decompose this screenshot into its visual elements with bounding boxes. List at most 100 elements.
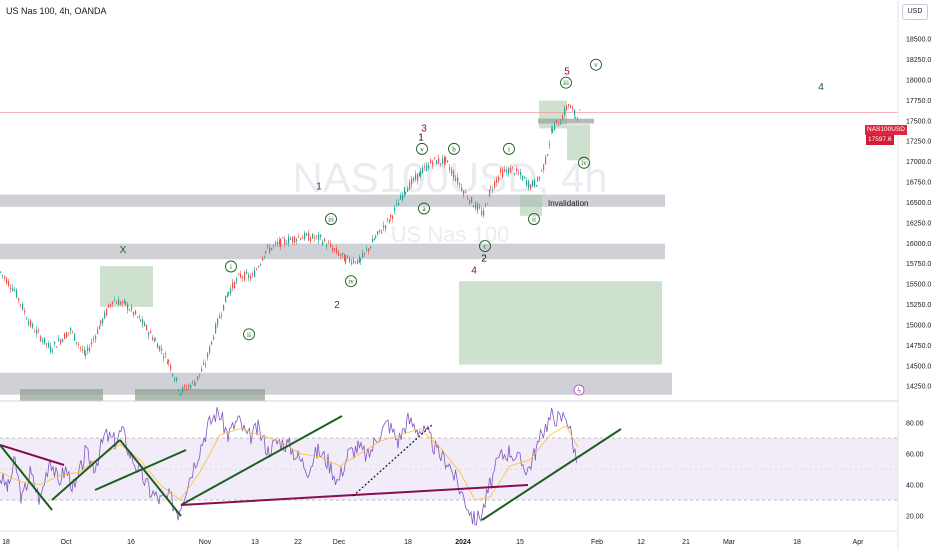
candle-body bbox=[161, 348, 163, 351]
candle-body bbox=[76, 342, 78, 344]
candle-body bbox=[342, 252, 344, 255]
time-tick-label: 16 bbox=[127, 539, 135, 546]
candle-body bbox=[415, 174, 417, 180]
price-badge: NAS100USD17597.6 bbox=[865, 125, 927, 145]
wave-label: 4 bbox=[818, 82, 824, 93]
candle-body bbox=[205, 364, 207, 366]
candle-body bbox=[556, 120, 558, 122]
candle-body bbox=[372, 238, 374, 243]
candle-body bbox=[318, 234, 320, 241]
candle-body bbox=[532, 180, 534, 187]
candle-body bbox=[182, 387, 184, 392]
candle-body bbox=[280, 238, 282, 248]
candle-body bbox=[338, 252, 340, 256]
candle-body bbox=[300, 238, 302, 240]
candle-body bbox=[302, 237, 304, 239]
zone-gray-box bbox=[135, 389, 265, 402]
zone-gray-box bbox=[538, 118, 594, 124]
candle-body bbox=[534, 180, 536, 187]
candle-body bbox=[332, 247, 334, 252]
currency-button[interactable]: USD bbox=[902, 4, 928, 20]
candle-body bbox=[296, 239, 298, 241]
candle-body bbox=[112, 301, 114, 305]
candle-body bbox=[102, 318, 104, 324]
price-badge-symbol: NAS100USD bbox=[865, 125, 907, 135]
candle-body bbox=[434, 157, 436, 159]
rsi-trendline bbox=[180, 415, 343, 506]
price-tick-label: 17750.0 bbox=[906, 98, 931, 105]
candle-body bbox=[80, 346, 82, 348]
candle-body bbox=[524, 176, 526, 178]
candle-body bbox=[58, 338, 60, 342]
candle-body bbox=[207, 353, 209, 358]
candle-body bbox=[125, 301, 127, 305]
candle-body bbox=[349, 258, 351, 262]
wave-label: ii bbox=[532, 216, 536, 224]
candle-body bbox=[420, 170, 422, 177]
rsi-tick-label: 40.00 bbox=[906, 483, 924, 490]
price-tick-label: 18500.0 bbox=[906, 37, 931, 44]
rsi-trendline bbox=[0, 444, 65, 466]
candle-body bbox=[574, 110, 576, 116]
candle-body bbox=[180, 393, 182, 395]
price-tick-label: 14750.0 bbox=[906, 343, 931, 350]
candle-body bbox=[84, 349, 86, 355]
candle-body bbox=[426, 165, 428, 171]
time-tick-label: Mar bbox=[723, 539, 736, 546]
candle-body bbox=[277, 242, 279, 244]
candle-body bbox=[22, 303, 24, 310]
candle-body bbox=[52, 350, 54, 352]
candle-body bbox=[54, 341, 56, 344]
candle-body bbox=[14, 289, 16, 291]
candle-body bbox=[392, 215, 394, 219]
candle-body bbox=[308, 233, 310, 241]
candle-body bbox=[262, 258, 264, 261]
candle-body bbox=[108, 304, 110, 308]
candle-body bbox=[445, 156, 447, 162]
rsi-trendline bbox=[94, 449, 187, 491]
candle-body bbox=[199, 374, 201, 375]
candle-body bbox=[40, 336, 42, 342]
time-tick-label: 15 bbox=[516, 539, 524, 546]
candle-body bbox=[306, 233, 308, 236]
candle-body bbox=[258, 266, 260, 268]
time-tick-label: 2024 bbox=[455, 539, 471, 546]
candle-body bbox=[106, 309, 108, 316]
rsi-panel bbox=[0, 406, 898, 526]
candle-body bbox=[477, 204, 479, 211]
candle-body bbox=[127, 304, 129, 310]
candle-body bbox=[135, 310, 137, 314]
zone-green-box bbox=[459, 281, 662, 365]
candle-body bbox=[82, 349, 84, 351]
candle-body bbox=[219, 316, 221, 319]
wave-circle bbox=[528, 213, 540, 226]
candle-body bbox=[407, 188, 409, 192]
candle-body bbox=[66, 332, 68, 338]
price-tick-label: 17500.0 bbox=[906, 118, 931, 125]
candle-body bbox=[190, 384, 192, 389]
wave-label: iv bbox=[348, 278, 354, 286]
candle-body bbox=[383, 225, 385, 228]
candle-body bbox=[282, 237, 284, 239]
candle-body bbox=[564, 108, 566, 115]
time-tick-label: Oct bbox=[61, 539, 72, 546]
candle-body bbox=[520, 171, 522, 176]
candle-body bbox=[16, 290, 18, 298]
price-tick-label: 17000.0 bbox=[906, 159, 931, 166]
candle-body bbox=[545, 156, 547, 165]
rsi-trendline bbox=[0, 444, 53, 511]
candle-body bbox=[489, 189, 491, 197]
wave-circle bbox=[225, 260, 237, 273]
candle-body bbox=[167, 361, 169, 364]
wave-label: iii bbox=[328, 216, 334, 224]
candle-body bbox=[104, 312, 106, 319]
candle-body bbox=[451, 169, 453, 174]
candle-body bbox=[56, 346, 58, 348]
candle-body bbox=[228, 292, 230, 295]
candle-body bbox=[24, 310, 26, 313]
candle-body bbox=[178, 389, 180, 391]
time-tick-label: 13 bbox=[251, 539, 259, 546]
candle-body bbox=[447, 160, 449, 163]
candle-body bbox=[334, 248, 336, 250]
candle-body bbox=[260, 264, 262, 265]
